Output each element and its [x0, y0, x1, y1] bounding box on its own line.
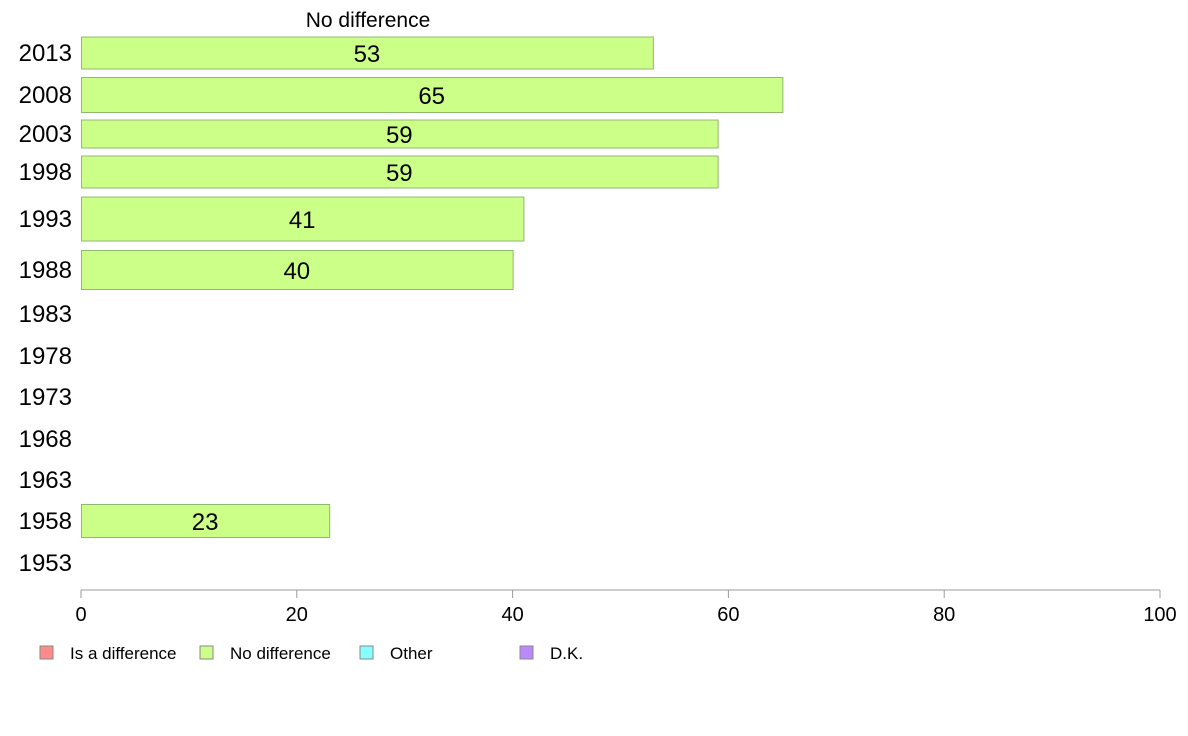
year-label-1958: 1958 [19, 508, 72, 535]
series-title: No difference [306, 9, 431, 32]
bar-value-label-1988: 40 [283, 258, 310, 285]
bar-2003 [81, 119, 719, 149]
year-label-1993: 1993 [19, 206, 72, 233]
year-label-1973: 1973 [19, 384, 72, 411]
bars-group [81, 36, 784, 538]
bar-2008 [81, 77, 784, 113]
bar-1993 [81, 196, 525, 242]
year-labels-group: 2013 2008 2003 1998 1993 1988 1983 1978 1973 1968… [19, 40, 72, 577]
bar-1958 [81, 504, 331, 538]
year-label-1968: 1968 [19, 426, 72, 453]
year-label-2008: 2008 [19, 82, 72, 109]
bar-value-label-2003: 59 [386, 122, 413, 149]
legend-label-1: No difference [230, 644, 331, 663]
year-label-1988: 1988 [19, 257, 72, 284]
legend-swatch-3 [519, 645, 534, 660]
bar-value-label-1958: 23 [192, 509, 219, 536]
x-tick-label-60: 60 [717, 604, 739, 626]
legend: Is a difference No difference Other D.K. [39, 644, 583, 663]
year-label-2013: 2013 [19, 40, 72, 67]
legend-label-3: D.K. [550, 644, 583, 663]
x-tick-label-100: 100 [1143, 604, 1176, 626]
year-label-2003: 2003 [19, 121, 72, 148]
legend-swatch-0 [39, 645, 54, 660]
x-ticks-group: 0 20 40 60 80 100 [75, 590, 1177, 626]
x-tick-label-80: 80 [933, 604, 955, 626]
bar-value-label-2013: 53 [354, 41, 381, 68]
x-tick-label-0: 0 [75, 604, 86, 626]
bar-1998 [81, 155, 719, 189]
bar-2013 [81, 36, 654, 70]
legend-swatch-2 [359, 645, 374, 660]
bar-value-label-1993: 41 [289, 207, 316, 234]
year-label-1983: 1983 [19, 301, 72, 328]
bar-value-label-1998: 59 [386, 160, 413, 187]
legend-swatch-1 [199, 645, 214, 660]
x-tick-label-20: 20 [286, 604, 308, 626]
bar-1988 [81, 250, 514, 290]
bar-value-label-2008: 65 [418, 83, 445, 110]
year-label-1963: 1963 [19, 467, 72, 494]
year-label-1953: 1953 [19, 550, 72, 577]
year-label-1998: 1998 [19, 159, 72, 186]
legend-label-0: Is a difference [70, 644, 176, 663]
x-tick-label-40: 40 [501, 604, 523, 626]
legend-label-2: Other [390, 644, 433, 663]
year-label-1978: 1978 [19, 343, 72, 370]
